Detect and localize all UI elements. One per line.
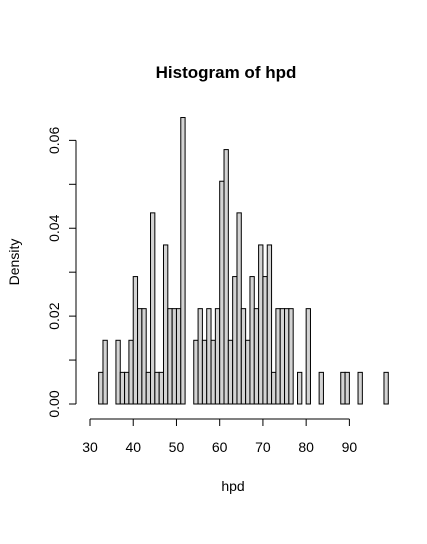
histogram-bar <box>340 371 346 405</box>
chart-title: Histogram of hpd <box>156 63 297 82</box>
histogram-bar <box>128 339 134 405</box>
histogram-bar <box>175 308 182 405</box>
histogram-bar <box>232 276 238 405</box>
histogram-bar <box>193 339 199 405</box>
x-tick-label: 30 <box>82 439 98 455</box>
histogram-bar <box>245 339 251 405</box>
histogram-bar <box>219 180 225 405</box>
y-tick-label: 0.00 <box>46 390 62 417</box>
histogram-bar <box>297 371 303 405</box>
histogram-bar <box>275 308 281 405</box>
histogram-bar <box>102 339 108 405</box>
histogram-bar <box>344 371 350 405</box>
histogram-bar <box>249 276 255 405</box>
histogram-bar <box>210 339 216 405</box>
histogram-bar <box>180 117 186 405</box>
x-tick-label: 70 <box>255 439 271 455</box>
histogram-bar <box>154 371 160 405</box>
y-tick-label: 0.06 <box>46 127 62 154</box>
histogram-bar <box>201 339 208 405</box>
y-tick-label: 0.04 <box>46 214 62 241</box>
histogram-bar <box>236 212 242 405</box>
histogram-bar <box>318 371 324 405</box>
histogram-bar <box>288 308 294 405</box>
histogram-bar <box>279 308 286 405</box>
histogram-bar <box>124 371 130 405</box>
histogram-bar <box>141 308 147 405</box>
x-tick-label: 60 <box>212 439 228 455</box>
histogram-bar <box>167 308 173 405</box>
histogram-bar <box>145 371 152 405</box>
x-axis-label: hpd <box>221 478 244 494</box>
x-tick-label: 40 <box>125 439 141 455</box>
histogram-bar <box>262 276 268 405</box>
histogram-bar <box>137 308 143 405</box>
histogram-bar <box>158 371 164 405</box>
histogram-bar <box>119 371 126 405</box>
y-axis-label: Density <box>6 239 22 286</box>
histogram-bar <box>284 308 290 405</box>
histogram-bar <box>132 276 139 405</box>
histogram-bar <box>227 339 234 405</box>
x-tick-label: 50 <box>169 439 185 455</box>
histogram-bar <box>266 244 273 405</box>
histogram-bar <box>305 308 311 405</box>
histogram-bar <box>98 371 104 405</box>
histogram-bar <box>171 308 177 405</box>
y-tick-label: 0.02 <box>46 302 62 329</box>
bars-group <box>98 117 389 405</box>
histogram-bar <box>253 308 260 405</box>
histogram-bar <box>240 308 247 405</box>
histogram-bar <box>214 308 221 405</box>
x-axis: 30 40 50 60 70 80 90 <box>82 418 358 455</box>
histogram-bar <box>357 371 363 405</box>
histogram-bar <box>162 244 169 405</box>
x-tick-label: 80 <box>298 439 314 455</box>
histogram-bar <box>197 308 203 405</box>
histogram-bar <box>258 244 264 405</box>
histogram-bar <box>150 212 156 405</box>
y-axis: 0.00 0.02 0.04 0.06 <box>46 127 77 418</box>
histogram-bar <box>383 371 389 405</box>
histogram-bar <box>271 371 277 405</box>
x-tick-label: 90 <box>342 439 358 455</box>
histogram-bar <box>223 149 229 405</box>
histogram-bar <box>115 339 121 405</box>
histogram-bar <box>206 308 212 405</box>
